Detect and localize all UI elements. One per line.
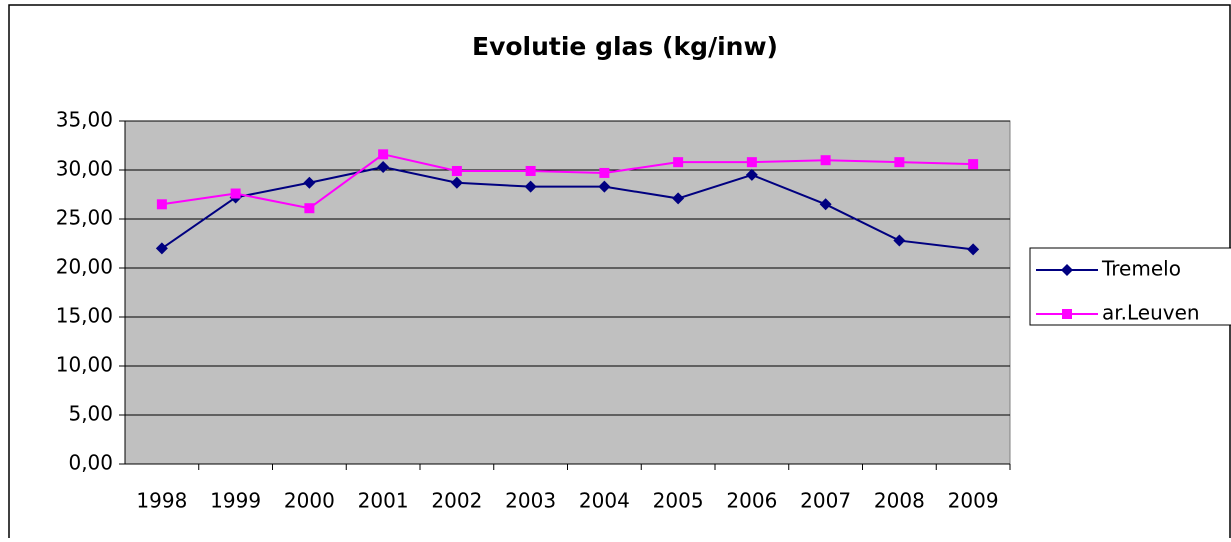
x-tick-label: 2005 (653, 489, 704, 513)
y-tick-label: 30,00 (56, 157, 113, 181)
marker (968, 159, 979, 170)
y-tick-label: 5,00 (68, 402, 113, 426)
legend-label: ar.Leuven (1102, 301, 1200, 325)
marker (304, 203, 315, 214)
marker (451, 165, 462, 176)
marker (1062, 309, 1072, 319)
marker (156, 199, 167, 210)
marker (598, 180, 611, 193)
marker (672, 192, 685, 205)
marker (230, 188, 241, 199)
y-tick-label: 0,00 (68, 451, 113, 475)
x-tick-label: 1999 (210, 489, 261, 513)
series-line (161, 166, 974, 251)
x-tick-label: 2008 (874, 489, 925, 513)
y-tick-label: 35,00 (56, 108, 113, 132)
chart-title: Evolutie glas (kg/inw) (472, 32, 778, 61)
y-tick-label: 20,00 (56, 255, 113, 279)
x-tick-label: 2000 (284, 489, 335, 513)
marker (820, 155, 831, 166)
marker (525, 165, 536, 176)
marker (450, 176, 463, 189)
marker (524, 180, 537, 193)
marker (894, 157, 905, 168)
x-tick-label: 2004 (579, 489, 630, 513)
marker (377, 161, 390, 174)
marker (599, 167, 610, 178)
marker (819, 198, 832, 211)
marker (746, 157, 757, 168)
marker (967, 243, 980, 256)
x-tick-label: 2003 (505, 489, 556, 513)
marker (378, 149, 389, 160)
marker (673, 157, 684, 168)
y-tick-label: 25,00 (56, 206, 113, 230)
x-tick-label: 2006 (726, 489, 777, 513)
x-tick-label: 2002 (431, 489, 482, 513)
series-line (161, 153, 974, 210)
x-tick-label: 2007 (800, 489, 851, 513)
y-tick-label: 10,00 (56, 353, 113, 377)
marker (745, 168, 758, 181)
legend-label: Tremelo (1101, 257, 1181, 281)
marker (1061, 264, 1073, 276)
x-tick-label: 2009 (948, 489, 999, 513)
marker (303, 176, 316, 189)
x-tick-label: 1998 (136, 489, 187, 513)
y-tick-label: 15,00 (56, 304, 113, 328)
x-tick-label: 2001 (358, 489, 409, 513)
marker (155, 242, 168, 255)
marker (893, 234, 906, 247)
